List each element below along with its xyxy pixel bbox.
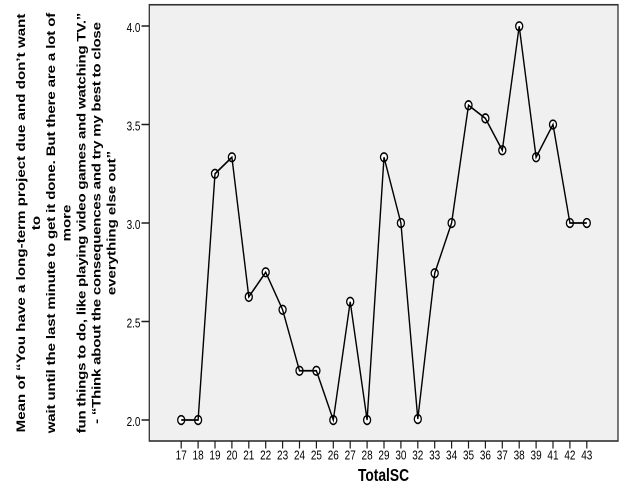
svg-text:24: 24 <box>294 450 305 463</box>
svg-text:39: 39 <box>531 450 542 463</box>
svg-text:27: 27 <box>345 450 356 463</box>
svg-text:32: 32 <box>412 450 423 463</box>
svg-text:23: 23 <box>277 450 288 463</box>
svg-text:22: 22 <box>260 450 271 463</box>
svg-text:to: to <box>29 216 42 230</box>
svg-text:17: 17 <box>176 450 187 463</box>
svg-text:37: 37 <box>497 450 508 463</box>
svg-text:Mean of “You have a long-term: Mean of “You have a long-term project du… <box>14 13 27 432</box>
svg-text:21: 21 <box>243 450 254 463</box>
svg-text:35: 35 <box>463 450 474 463</box>
svg-text:3.0: 3.0 <box>127 219 141 232</box>
svg-text:42: 42 <box>564 450 575 463</box>
svg-text:26: 26 <box>328 450 339 463</box>
svg-text:28: 28 <box>362 450 373 463</box>
svg-text:2.5: 2.5 <box>127 318 141 331</box>
svg-text:fun things to do, like playing: fun things to do, like playing video gam… <box>75 13 88 434</box>
svg-text:34: 34 <box>446 450 457 463</box>
svg-text:30: 30 <box>395 450 406 463</box>
svg-text:19: 19 <box>209 450 220 463</box>
svg-text:4.0: 4.0 <box>127 22 141 35</box>
svg-text:- “Think about the consequence: - “Think about the consequences and try … <box>90 22 103 424</box>
svg-text:33: 33 <box>429 450 440 463</box>
svg-text:TotalSC: TotalSC <box>358 467 409 486</box>
svg-text:38: 38 <box>514 450 525 463</box>
svg-text:36: 36 <box>480 450 491 463</box>
svg-text:everything else out”: everything else out” <box>105 151 118 295</box>
svg-text:3.5: 3.5 <box>127 121 141 134</box>
svg-text:more: more <box>60 204 73 241</box>
svg-text:29: 29 <box>378 450 389 463</box>
svg-text:2.0: 2.0 <box>127 416 141 429</box>
svg-text:wait until the last minute to: wait until the last minute to get it don… <box>45 12 58 434</box>
svg-text:41: 41 <box>547 450 558 463</box>
svg-text:25: 25 <box>311 450 322 463</box>
svg-text:18: 18 <box>193 450 204 463</box>
svg-text:20: 20 <box>226 450 237 463</box>
svg-text:43: 43 <box>581 450 592 463</box>
